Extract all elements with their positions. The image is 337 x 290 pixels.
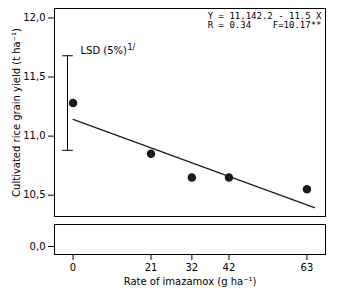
svg-text:32: 32: [185, 262, 198, 273]
svg-text:Rate of imazamox (g ha⁻¹): Rate of imazamox (g ha⁻¹): [124, 276, 257, 287]
svg-text:0: 0: [70, 262, 76, 273]
svg-text:0,0: 0,0: [30, 241, 46, 252]
svg-text:12,0: 12,0: [23, 12, 45, 23]
svg-text:11,5: 11,5: [23, 71, 45, 82]
svg-text:10,5: 10,5: [23, 189, 45, 200]
svg-text:LSD (5%): LSD (5%): [80, 45, 127, 56]
svg-text:1/: 1/: [127, 43, 135, 52]
svg-text:42: 42: [223, 262, 236, 273]
svg-text:Cultivated rice grain yield (t: Cultivated rice grain yield (t ha⁻¹): [11, 28, 22, 197]
svg-text:11,0: 11,0: [23, 130, 45, 141]
svg-text:21: 21: [145, 262, 158, 273]
svg-text:63: 63: [301, 262, 314, 273]
svg-text:Y = 11,142.2 - 11.5 XR = 0.34: Y = 11,142.2 - 11.5 XR = 0.34 F=10.17**: [208, 11, 322, 30]
